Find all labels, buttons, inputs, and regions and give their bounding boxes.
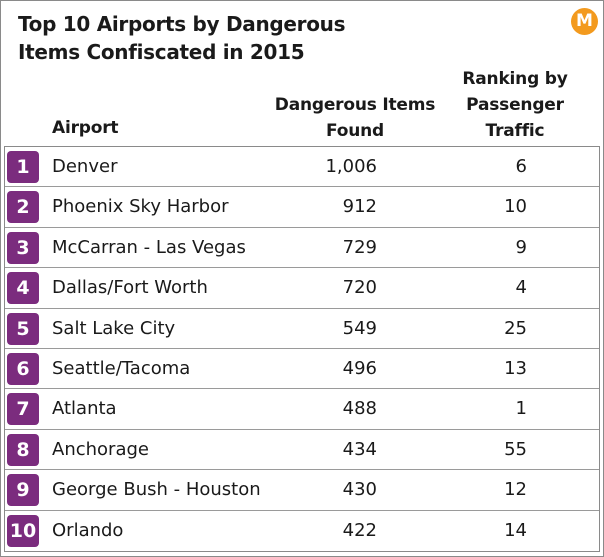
table-row: 4 Dallas/Fort Worth 720 4 <box>5 268 599 309</box>
table-row: 5 Salt Lake City 549 25 <box>5 309 599 349</box>
airport-name-cell: George Bush - Houston <box>52 479 261 501</box>
passenger-rank-cell: 55 <box>504 438 527 460</box>
table-row: 3 McCarran - Las Vegas 729 9 <box>5 228 599 269</box>
rank-badge: 1 <box>7 151 39 183</box>
rank-badge: 6 <box>7 353 39 385</box>
passenger-rank-cell: 6 <box>515 156 527 177</box>
table-row: 2 Phoenix Sky Harbor 912 10 <box>5 187 599 228</box>
items-found-cell: 912 <box>342 196 377 218</box>
rank-badge: 9 <box>7 474 39 507</box>
column-header-items: Dangerous Items Found <box>274 95 436 141</box>
rank-badge: 4 <box>7 272 39 305</box>
airport-name-cell: Dallas/Fort Worth <box>52 277 208 299</box>
items-found-cell: 496 <box>342 358 377 379</box>
chart-title: Top 10 Airports by Dangerous Items Confi… <box>18 12 346 64</box>
items-found-cell: 729 <box>342 236 377 258</box>
brand-logo-icon: M <box>571 8 598 35</box>
table-row: 1 Denver 1,006 6 <box>5 147 599 188</box>
table-row: 6 Seattle/Tacoma 496 13 <box>5 349 599 390</box>
airport-name-cell: Seattle/Tacoma <box>52 358 191 379</box>
airport-name-cell: Salt Lake City <box>52 317 176 339</box>
passenger-rank-cell: 13 <box>504 358 527 379</box>
passenger-rank-cell: 9 <box>515 236 527 258</box>
airport-name-cell: Phoenix Sky Harbor <box>52 196 229 218</box>
rank-badge: 10 <box>7 514 39 547</box>
items-found-cell: 430 <box>342 479 377 501</box>
items-found-cell: 488 <box>342 398 377 420</box>
data-table: 1 Denver 1,006 6 2 Phoenix Sky Harbor 912 10 3 Mc… <box>4 146 600 552</box>
rank-badge: 2 <box>7 191 39 224</box>
passenger-rank-cell: 1 <box>515 398 527 420</box>
column-header-airport: Airport <box>52 118 119 138</box>
passenger-rank-cell: 4 <box>515 277 527 299</box>
rank-badge: 8 <box>7 433 39 466</box>
airport-name-cell: Atlanta <box>52 398 117 420</box>
items-found-cell: 549 <box>342 317 377 339</box>
passenger-rank-cell: 25 <box>504 317 527 339</box>
items-found-cell: 422 <box>342 519 377 541</box>
passenger-rank-cell: 14 <box>504 519 527 541</box>
airport-name-cell: Orlando <box>52 519 124 541</box>
passenger-rank-cell: 12 <box>504 479 527 501</box>
rank-badge: 5 <box>7 312 39 345</box>
items-found-cell: 434 <box>342 438 377 460</box>
rank-badge: 3 <box>7 231 39 264</box>
column-header-rank: Ranking by Passenger Traffic <box>462 69 568 141</box>
airport-name-cell: Anchorage <box>52 438 149 460</box>
items-found-cell: 720 <box>342 277 377 299</box>
airport-name-cell: Denver <box>52 156 118 177</box>
airport-name-cell: McCarran - Las Vegas <box>52 236 246 258</box>
table-row: 7 Atlanta 488 1 <box>5 389 599 430</box>
items-found-cell: 1,006 <box>325 156 377 177</box>
rank-badge: 7 <box>7 393 39 426</box>
table-row: 10 Orlando 422 14 <box>5 511 599 551</box>
table-row: 8 Anchorage 434 55 <box>5 430 599 471</box>
table-row: 9 George Bush - Houston 430 12 <box>5 470 599 511</box>
passenger-rank-cell: 10 <box>504 196 527 218</box>
